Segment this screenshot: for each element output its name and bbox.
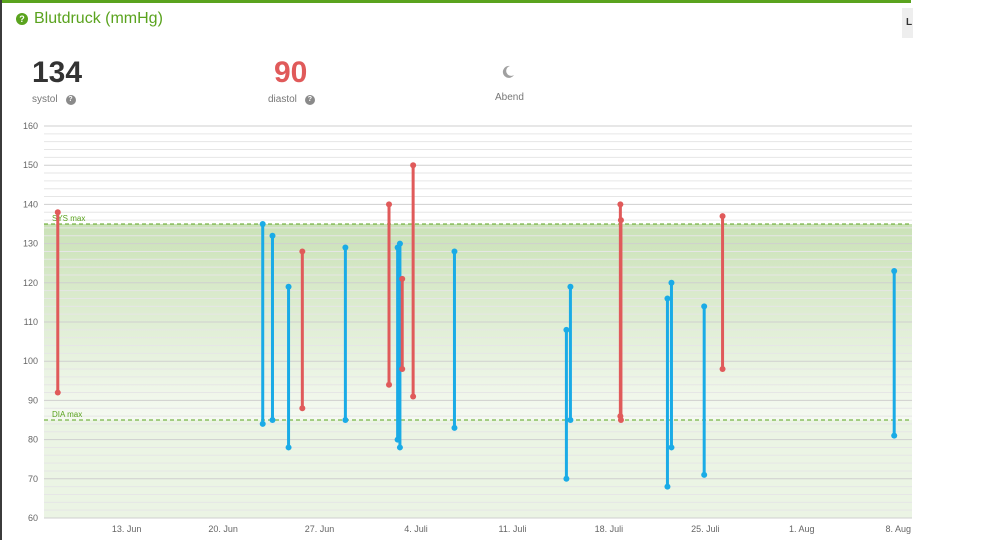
systolic-point <box>299 248 306 255</box>
y-tick-label: 100 <box>23 356 38 366</box>
systolic-label: systol <box>32 94 58 105</box>
x-tick-label: 1. Aug <box>789 524 815 534</box>
diastolic-point <box>664 483 671 490</box>
diastolic-point <box>719 366 726 373</box>
help-icon[interactable]: ? <box>16 13 28 25</box>
x-tick-label: 4. Juli <box>404 524 428 534</box>
diastolic-point <box>285 444 292 451</box>
diastolic-point <box>396 444 403 451</box>
systolic-point <box>451 248 458 255</box>
page-margin <box>911 0 988 540</box>
card-header: ? Blutdruck (mmHg) <box>16 10 163 28</box>
systolic-point <box>54 209 61 216</box>
blood-pressure-chart: 60 70 80 90 100 110 120 130 140 150 160 13. Jun 20. … <box>23 121 912 534</box>
diastolic-point <box>668 444 675 451</box>
systolic-point <box>269 232 276 239</box>
edge-tab[interactable]: L <box>902 8 913 38</box>
moon-icon <box>502 65 514 78</box>
diastolic-point <box>701 471 708 478</box>
diastolic-help-icon[interactable]: ? <box>304 94 315 105</box>
systolic-stat: 134 systol ? <box>32 56 83 106</box>
y-tick-label: 110 <box>24 317 38 327</box>
sys-max-label: SYS max <box>52 214 85 223</box>
y-tick-label: 160 <box>23 121 38 131</box>
diastolic-stat: 90 diastol ? <box>268 56 315 105</box>
x-tick-label: 25. Juli <box>691 524 720 534</box>
systolic-value: 134 <box>32 56 83 89</box>
diastolic-label: diastol <box>268 94 297 105</box>
systolic-point <box>285 283 292 290</box>
systolic-point <box>396 240 403 247</box>
top-accent-bar <box>0 0 913 3</box>
systolic-point <box>719 213 726 220</box>
diastolic-point <box>891 432 898 439</box>
page-title: Blutdruck (mmHg) <box>34 10 163 27</box>
systolic-point <box>664 295 671 302</box>
diastolic-point <box>410 393 417 400</box>
x-tick-label: 27. Jun <box>305 524 335 534</box>
systolic-point <box>891 268 898 275</box>
diastolic-point <box>451 424 458 431</box>
systolic-point <box>617 201 624 208</box>
diastolic-point <box>54 389 61 396</box>
systolic-help-icon[interactable]: ? <box>65 94 76 105</box>
dia-max-label: DIA max <box>52 410 82 419</box>
y-tick-label: 80 <box>28 435 38 445</box>
x-tick-label: 11. Juli <box>499 524 527 534</box>
diastolic-point <box>399 366 406 373</box>
x-tick-label: 20. Jun <box>208 524 238 534</box>
diastolic-point <box>617 417 624 423</box>
systolic-point <box>386 201 393 208</box>
systolic-point <box>668 279 675 286</box>
y-tick-label: 60 <box>28 513 38 523</box>
diastolic-label-row: diastol ? <box>268 94 315 105</box>
systolic-point <box>342 244 349 251</box>
systolic-point <box>563 326 570 333</box>
systolic-point <box>567 283 574 290</box>
left-border <box>0 0 2 540</box>
diastolic-point <box>269 417 276 423</box>
diastolic-point <box>342 417 349 423</box>
diastolic-point <box>259 420 266 427</box>
y-tick-label: 150 <box>23 160 38 170</box>
y-tick-label: 130 <box>23 239 38 249</box>
systolic-point <box>399 275 406 282</box>
systolic-point <box>617 217 624 224</box>
systolic-point <box>701 303 708 310</box>
diastolic-point <box>386 381 393 388</box>
y-tick-label: 90 <box>28 395 38 405</box>
y-tick-label: 70 <box>28 474 38 484</box>
lower-range-band <box>44 420 912 518</box>
y-tick-label: 120 <box>23 278 38 288</box>
systolic-label-row: systol ? <box>32 94 82 105</box>
diastolic-point <box>563 475 570 482</box>
diastolic-point <box>299 405 306 412</box>
y-tick-label: 140 <box>23 199 38 209</box>
diastolic-point <box>567 417 574 423</box>
x-tick-label: 13. Jun <box>112 524 142 534</box>
edge-tab-label: L <box>906 17 913 28</box>
systolic-point <box>259 221 266 227</box>
diastolic-value: 90 <box>274 56 308 89</box>
systolic-point <box>410 162 417 169</box>
x-tick-label: 18. Juli <box>595 524 624 534</box>
time-of-day-label: Abend <box>495 92 524 103</box>
x-tick-label: 8. Aug <box>885 524 911 534</box>
